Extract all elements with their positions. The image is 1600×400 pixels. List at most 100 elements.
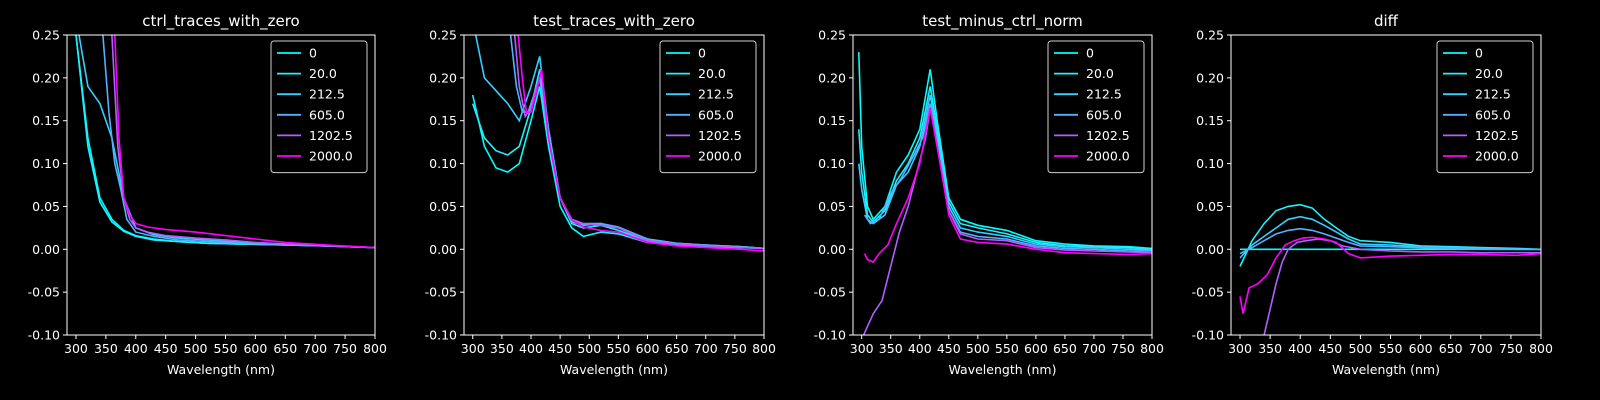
y-tick-label: 0.05 bbox=[429, 199, 457, 214]
x-tick-label: 800 bbox=[363, 341, 387, 356]
legend-label: 2000.0 bbox=[309, 149, 353, 164]
x-tick-label: 600 bbox=[1409, 341, 1433, 356]
legend-label: 0 bbox=[698, 46, 706, 61]
x-tick-label: 700 bbox=[1469, 341, 1493, 356]
x-tick-label: 300 bbox=[64, 341, 88, 356]
x-tick-label: 750 bbox=[1499, 341, 1523, 356]
legend-label: 2000.0 bbox=[1086, 149, 1130, 164]
axes-frame bbox=[852, 34, 1153, 336]
legend-label: 1202.5 bbox=[1475, 128, 1519, 143]
x-axis-label: Wavelength (nm) bbox=[560, 362, 668, 377]
x-tick-label: 750 bbox=[333, 341, 357, 356]
y-tick-label: -0.05 bbox=[425, 285, 457, 300]
x-tick-label: 550 bbox=[606, 341, 630, 356]
y-tick-label: 0.00 bbox=[429, 242, 457, 257]
legend-label: 605.0 bbox=[1475, 107, 1511, 122]
x-tick-label: 600 bbox=[243, 341, 267, 356]
x-tick-label: 750 bbox=[1111, 341, 1135, 356]
legend-label: 212.5 bbox=[1086, 87, 1122, 102]
x-tick-label: 600 bbox=[636, 341, 660, 356]
subplot-ctrl_traces_with_zero: ctrl_traces_with_zero -0.10 -0.05 0.00 0.05 0… bbox=[28, 12, 387, 377]
series-line-20.0 bbox=[1239, 203, 1541, 267]
y-tick-label: 0.10 bbox=[32, 156, 60, 171]
legend-label: 20.0 bbox=[1086, 66, 1114, 81]
x-tick-label: 500 bbox=[1348, 341, 1372, 356]
series-line-1202.5 bbox=[1263, 238, 1541, 335]
series-line-2000.0 bbox=[1239, 236, 1541, 314]
x-tick-label: 500 bbox=[577, 341, 601, 356]
x-tick-label: 800 bbox=[1529, 341, 1553, 356]
x-tick-label: 300 bbox=[850, 341, 874, 356]
x-tick-label: 350 bbox=[879, 341, 903, 356]
legend: 0 20.0 212.5 605.0 1202.5 2000.0 bbox=[270, 40, 368, 174]
x-tick-label: 650 bbox=[1053, 341, 1077, 356]
series-line-2000.0 bbox=[863, 107, 1152, 264]
legend-label: 605.0 bbox=[698, 107, 734, 122]
x-tick-label: 550 bbox=[995, 341, 1019, 356]
x-tick-label: 800 bbox=[752, 341, 776, 356]
legend-label: 605.0 bbox=[309, 107, 345, 122]
series-line-0 bbox=[858, 52, 1152, 250]
legend-label: 0 bbox=[1475, 46, 1483, 61]
x-tick-label: 800 bbox=[1140, 341, 1164, 356]
y-tick-label: 0.20 bbox=[32, 70, 60, 85]
series-line-605.0 bbox=[1239, 227, 1541, 255]
x-tick-label: 350 bbox=[94, 341, 118, 356]
x-tick-label: 300 bbox=[1228, 341, 1252, 356]
y-tick-label: 0.15 bbox=[1196, 113, 1224, 128]
y-tick-label: 0.00 bbox=[32, 242, 60, 257]
x-axis-label: Wavelength (nm) bbox=[167, 362, 275, 377]
series-line-2000.0 bbox=[517, 35, 764, 252]
x-tick-label: 700 bbox=[303, 341, 327, 356]
x-tick-label: 450 bbox=[1318, 341, 1342, 356]
y-tick-label: -0.10 bbox=[1192, 328, 1224, 343]
x-tick-label: 750 bbox=[723, 341, 747, 356]
series-line-605.0 bbox=[102, 35, 375, 249]
legend-label: 0 bbox=[1086, 46, 1094, 61]
axes-frame bbox=[463, 34, 765, 336]
series-line-0 bbox=[471, 86, 764, 250]
x-tick-label: 500 bbox=[966, 341, 990, 356]
y-tick-label: -0.05 bbox=[1192, 285, 1224, 300]
y-tick-label: 0.00 bbox=[818, 242, 846, 257]
x-tick-label: 650 bbox=[1439, 341, 1463, 356]
x-tick-label: 350 bbox=[490, 341, 514, 356]
y-tick-label: 0.05 bbox=[1196, 199, 1224, 214]
legend-label: 605.0 bbox=[1086, 107, 1122, 122]
x-tick-label: 450 bbox=[548, 341, 572, 356]
x-tick-label: 500 bbox=[184, 341, 208, 356]
x-tick-label: 700 bbox=[694, 341, 718, 356]
y-tick-label: -0.05 bbox=[28, 285, 60, 300]
y-tick-label: 0.10 bbox=[429, 156, 457, 171]
y-tick-label: 0.15 bbox=[32, 113, 60, 128]
y-tick-label: 0.25 bbox=[1196, 28, 1224, 43]
chart-title: test_traces_with_zero bbox=[533, 12, 695, 31]
y-tick-label: 0.15 bbox=[818, 113, 846, 128]
y-tick-label: 0.25 bbox=[818, 28, 846, 43]
series-line-2000.0 bbox=[114, 35, 375, 249]
legend-label: 2000.0 bbox=[1475, 149, 1519, 164]
legend: 0 20.0 212.5 605.0 1202.5 2000.0 bbox=[1047, 40, 1145, 174]
legend-label: 1202.5 bbox=[698, 128, 742, 143]
x-tick-label: 450 bbox=[154, 341, 178, 356]
y-tick-label: 0.20 bbox=[429, 70, 457, 85]
y-tick-label: 0.25 bbox=[32, 28, 60, 43]
y-tick-label: -0.10 bbox=[28, 328, 60, 343]
chart-title: diff bbox=[1374, 12, 1399, 30]
y-tick-label: 0.10 bbox=[818, 156, 846, 171]
x-tick-label: 400 bbox=[124, 341, 148, 356]
legend-label: 20.0 bbox=[1475, 66, 1503, 81]
y-tick-label: 0.25 bbox=[429, 28, 457, 43]
y-tick-label: 0.05 bbox=[818, 199, 846, 214]
legend-label: 1202.5 bbox=[309, 128, 353, 143]
y-tick-label: 0.20 bbox=[818, 70, 846, 85]
chart-title: ctrl_traces_with_zero bbox=[142, 12, 299, 31]
y-tick-label: 0.00 bbox=[1196, 242, 1224, 257]
series-line-212.5 bbox=[858, 94, 1152, 251]
legend-label: 20.0 bbox=[698, 66, 726, 81]
subplot-test_minus_ctrl_norm: test_minus_ctrl_norm -0.10 -0.05 0.00 0.05 0.… bbox=[814, 12, 1164, 377]
y-tick-label: 0.10 bbox=[1196, 156, 1224, 171]
x-tick-label: 550 bbox=[214, 341, 238, 356]
legend-label: 212.5 bbox=[1475, 87, 1511, 102]
x-axis-label: Wavelength (nm) bbox=[1332, 362, 1440, 377]
